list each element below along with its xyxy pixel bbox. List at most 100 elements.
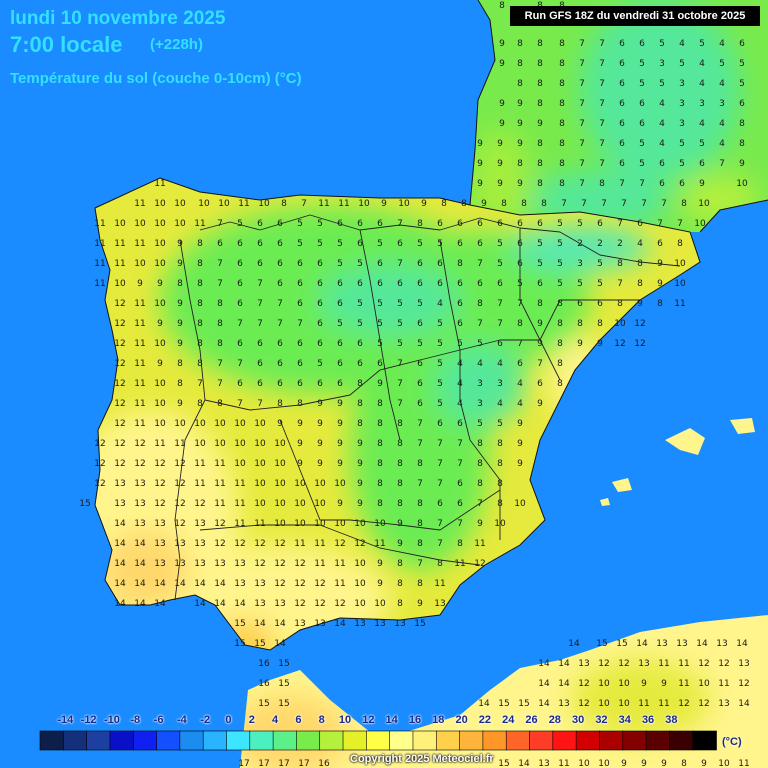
temperature-value: 5 <box>639 59 645 69</box>
temperature-value: 7 <box>477 259 483 269</box>
temperature-value: 11 <box>154 439 165 449</box>
temperature-value: 7 <box>417 419 423 429</box>
temperature-value: 6 <box>277 279 283 289</box>
temperature-value: 6 <box>619 139 625 149</box>
temperature-value: 9 <box>499 39 505 49</box>
temperature-value: 9 <box>157 279 163 289</box>
temperature-value: 12 <box>618 659 629 669</box>
temperature-value: 10 <box>314 479 326 489</box>
temperature-value: 9 <box>497 159 503 169</box>
temperature-value: 9 <box>177 259 183 269</box>
temperature-value: 7 <box>437 539 443 549</box>
temperature-value: 6 <box>317 319 323 329</box>
temperature-value: 7 <box>217 359 223 369</box>
temperature-value: 7 <box>257 319 263 329</box>
temperature-value: 17 <box>278 759 289 768</box>
temperature-value: 13 <box>578 659 589 669</box>
temperature-value: 13 <box>716 639 727 649</box>
temperature-value: 6 <box>619 159 625 169</box>
temperature-value: 9 <box>499 119 505 129</box>
temperature-value: 7 <box>257 279 263 289</box>
temperature-value: 11 <box>678 659 689 669</box>
temperature-value: 9 <box>477 519 483 529</box>
temperature-value: 10 <box>254 419 266 429</box>
temperature-value: 5 <box>577 279 583 289</box>
temperature-value: 15 <box>278 659 289 669</box>
temperature-value: 10 <box>234 419 246 429</box>
temperature-value: 6 <box>277 359 283 369</box>
temperature-value: 6 <box>739 39 745 49</box>
temperature-value: 9 <box>137 279 143 289</box>
temperature-value: 8 <box>417 459 423 469</box>
temperature-value: 12 <box>578 679 589 689</box>
temperature-value: 13 <box>718 699 729 709</box>
temperature-value: 7 <box>197 379 203 389</box>
temperature-value: 7 <box>601 199 607 209</box>
temperature-value: 9 <box>517 419 523 429</box>
temperature-value: 12 <box>114 379 125 389</box>
temperature-value: 10 <box>134 259 146 269</box>
temperature-value: 12 <box>154 459 165 469</box>
temperature-value: 4 <box>437 299 443 309</box>
temperature-value: 7 <box>397 219 403 229</box>
temperature-value: 6 <box>457 319 463 329</box>
temperature-value: 8 <box>537 79 543 89</box>
legend-swatch <box>552 730 577 751</box>
temperature-value: 6 <box>577 299 583 309</box>
temperature-value: 10 <box>334 519 346 529</box>
temperature-value: 10 <box>718 759 730 768</box>
legend-swatch <box>109 730 135 751</box>
temperature-value: 11 <box>454 559 465 569</box>
temperature-value: 10 <box>354 519 366 529</box>
temperature-value: 9 <box>177 399 183 409</box>
temperature-value: 8 <box>281 199 287 209</box>
temperature-value: 11 <box>134 299 145 309</box>
temperature-value: 4 <box>719 39 725 49</box>
temperature-value: 4 <box>699 79 705 89</box>
temperature-value: 9 <box>157 319 163 329</box>
temperature-value: 6 <box>457 239 463 249</box>
legend-label: 18 <box>432 714 445 726</box>
temperature-value: 6 <box>317 339 323 349</box>
temperature-value: 7 <box>579 139 585 149</box>
legend-swatch <box>86 730 111 751</box>
temperature-value: 5 <box>557 219 563 229</box>
temperature-value: 14 <box>134 579 146 589</box>
temperature-value: 7 <box>599 39 605 49</box>
temperature-value: 9 <box>357 459 363 469</box>
legend-label: 10 <box>338 714 352 726</box>
temperature-value: 7 <box>397 359 403 369</box>
temperature-value: 4 <box>719 139 725 149</box>
temperature-value: 12 <box>154 499 165 509</box>
temperature-value: 12 <box>578 699 589 709</box>
temperature-value: 8 <box>397 579 403 589</box>
legend-swatch <box>575 730 601 751</box>
temperature-value: 5 <box>597 259 603 269</box>
temperature-value: 13 <box>154 519 165 529</box>
temperature-value: 10 <box>398 199 410 209</box>
legend-swatch <box>39 730 65 751</box>
temperature-value: 9 <box>657 279 663 289</box>
temperature-value: 10 <box>354 579 366 589</box>
temperature-value: 6 <box>357 239 363 249</box>
temperature-value: 6 <box>537 379 543 389</box>
temperature-value: 7 <box>599 159 605 169</box>
temperature-value: 7 <box>417 559 423 569</box>
temperature-value: 15 <box>258 699 269 709</box>
temperature-value: 8 <box>499 1 505 11</box>
temperature-value: 12 <box>634 319 645 329</box>
temperature-value: 13 <box>134 519 145 529</box>
temperature-value: 12 <box>114 459 125 469</box>
temperature-value: 16 <box>258 659 270 669</box>
temperature-value: 3 <box>719 99 725 109</box>
temperature-value: 7 <box>561 199 567 209</box>
temperature-value: 9 <box>477 179 483 189</box>
temperature-value: 15 <box>234 639 245 649</box>
temperature-value: 14 <box>518 759 530 768</box>
temperature-value: 2 <box>597 239 603 249</box>
temperature-value: 8 <box>357 399 363 409</box>
temperature-value: 6 <box>257 219 263 229</box>
temperature-value: 12 <box>174 479 185 489</box>
temperature-value: 11 <box>134 379 145 389</box>
